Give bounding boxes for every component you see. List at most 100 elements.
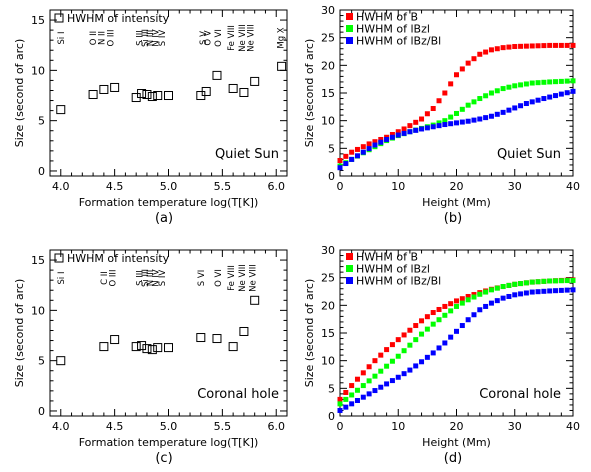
series-marker bbox=[564, 278, 570, 284]
series-marker bbox=[349, 383, 355, 389]
series-marker bbox=[477, 96, 483, 102]
series-marker bbox=[360, 370, 366, 376]
series-marker bbox=[500, 45, 506, 51]
legend-marker bbox=[346, 37, 353, 44]
series-marker bbox=[360, 383, 366, 389]
series-marker bbox=[343, 404, 349, 410]
x-tick-label: 30 bbox=[508, 420, 522, 433]
series-marker bbox=[378, 368, 384, 374]
series-marker bbox=[354, 146, 360, 152]
series-marker bbox=[541, 288, 547, 294]
series-marker bbox=[518, 281, 524, 287]
ion-label: Ne VIII bbox=[246, 24, 256, 52]
data-point bbox=[164, 343, 173, 353]
series-marker bbox=[384, 347, 390, 353]
data-point bbox=[212, 334, 222, 344]
series-marker bbox=[454, 72, 459, 78]
x-tick-label: 6.0 bbox=[267, 180, 285, 193]
ion-label: Si I bbox=[57, 32, 67, 45]
series-marker bbox=[547, 288, 553, 294]
ion-label: Fe VIII bbox=[227, 265, 237, 291]
series-marker bbox=[389, 342, 395, 348]
series-marker bbox=[529, 80, 535, 86]
series-marker bbox=[570, 88, 576, 94]
data-point bbox=[239, 87, 249, 97]
ion-label: S III bbox=[135, 30, 145, 46]
series-marker bbox=[483, 115, 489, 121]
legend-label: HWHM of B bbox=[356, 251, 418, 264]
series-marker bbox=[448, 121, 454, 127]
series-marker bbox=[535, 279, 541, 285]
series-marker bbox=[535, 80, 541, 86]
series-marker bbox=[459, 106, 465, 112]
ion-label: N IV bbox=[152, 269, 162, 287]
series-marker bbox=[541, 278, 547, 284]
series-marker bbox=[558, 278, 564, 284]
series-marker bbox=[494, 285, 500, 291]
legend-marker bbox=[346, 265, 353, 272]
series-marker bbox=[430, 105, 436, 111]
legend-label: HWHM of intensity bbox=[67, 12, 170, 25]
series-marker bbox=[378, 139, 384, 145]
y-axis-label: Size (second of arc) bbox=[303, 39, 316, 148]
data-point bbox=[99, 84, 109, 94]
series-marker bbox=[529, 289, 535, 295]
series-marker bbox=[465, 118, 471, 124]
series-marker bbox=[349, 392, 355, 398]
data-point bbox=[137, 341, 147, 351]
series-marker bbox=[488, 90, 494, 96]
series-marker bbox=[465, 293, 471, 299]
y-tick-label: 5 bbox=[38, 115, 45, 128]
series-marker bbox=[424, 111, 430, 117]
series-marker bbox=[454, 298, 459, 304]
data-point bbox=[212, 70, 222, 80]
series-marker bbox=[477, 307, 483, 313]
data-point bbox=[110, 82, 120, 92]
data-point bbox=[164, 91, 173, 101]
x-tick-label: 0 bbox=[337, 180, 344, 193]
series-marker bbox=[529, 43, 535, 49]
x-tick-label: 10 bbox=[391, 420, 405, 433]
series-marker bbox=[430, 310, 436, 316]
series-marker bbox=[553, 288, 559, 294]
series-marker bbox=[360, 144, 366, 150]
series-marker bbox=[413, 363, 419, 369]
series-marker bbox=[488, 287, 494, 293]
x-tick-label: 5.5 bbox=[214, 420, 232, 433]
series-marker bbox=[471, 117, 477, 123]
data-point bbox=[277, 61, 287, 71]
series-marker bbox=[395, 132, 401, 138]
series-marker bbox=[506, 107, 512, 113]
series-marker bbox=[506, 44, 512, 50]
x-tick-label: 5.5 bbox=[214, 180, 232, 193]
series-marker bbox=[500, 86, 506, 92]
series-marker bbox=[523, 101, 529, 107]
series-marker bbox=[535, 289, 541, 295]
series-marker bbox=[488, 47, 494, 53]
series-marker bbox=[366, 391, 372, 397]
series-marker bbox=[337, 158, 343, 164]
data-point bbox=[153, 91, 163, 101]
x-tick-label: 4.0 bbox=[52, 420, 70, 433]
series-marker bbox=[523, 43, 529, 49]
series-marker bbox=[430, 321, 436, 327]
series-marker bbox=[547, 79, 553, 85]
ion-label: O III bbox=[106, 30, 116, 47]
legend-label: HWHM of lBzl bbox=[356, 263, 430, 276]
series-marker bbox=[436, 306, 442, 312]
series-marker bbox=[454, 110, 459, 116]
y-tick-label: 10 bbox=[31, 304, 45, 317]
series-marker bbox=[494, 298, 500, 304]
series-marker bbox=[442, 340, 448, 346]
series-marker bbox=[518, 43, 524, 49]
x-tick-label: 4.5 bbox=[106, 420, 124, 433]
series-marker bbox=[389, 132, 395, 137]
series-marker bbox=[477, 51, 483, 57]
data-point bbox=[99, 342, 109, 352]
y-tick-label: 20 bbox=[321, 59, 335, 72]
series-marker bbox=[518, 82, 524, 88]
series-marker bbox=[389, 134, 395, 140]
series-marker bbox=[419, 318, 425, 324]
series-marker bbox=[442, 118, 448, 124]
ion-label: S VI bbox=[197, 270, 207, 286]
